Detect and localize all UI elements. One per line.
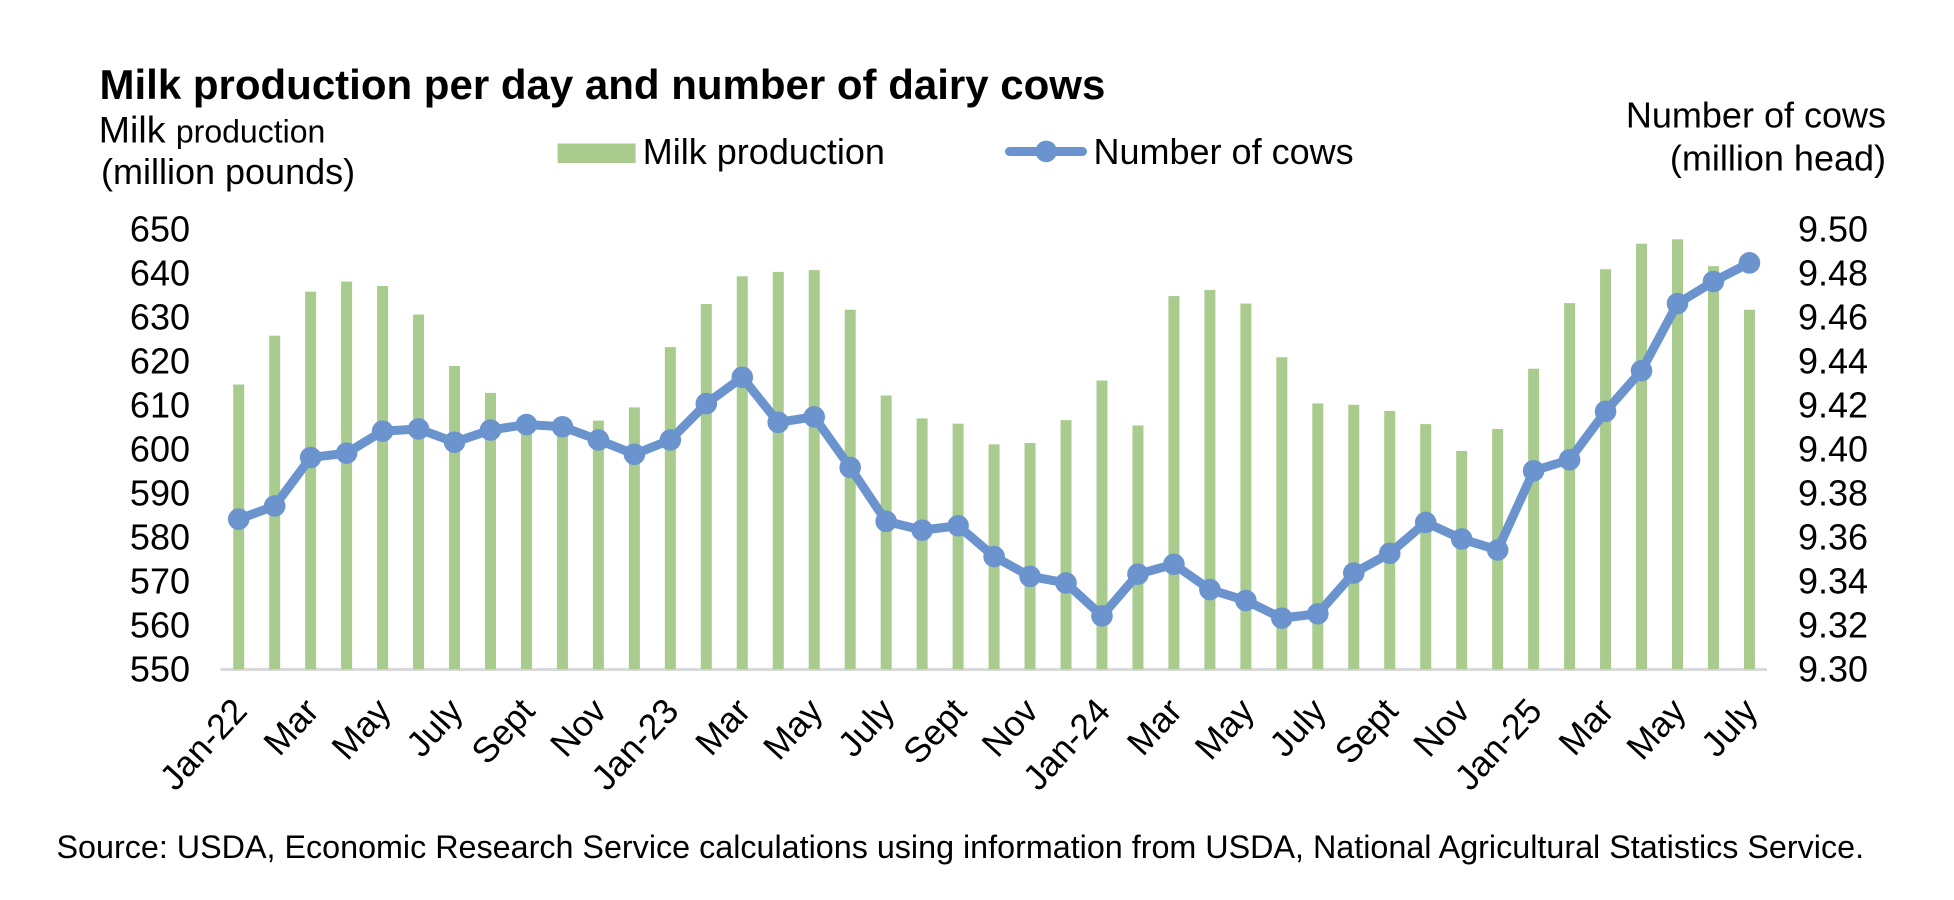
svg-text:600: 600 <box>130 429 190 470</box>
svg-text:Milk production: Milk production <box>99 109 326 151</box>
svg-text:9.42: 9.42 <box>1798 385 1868 426</box>
svg-text:580: 580 <box>130 517 190 558</box>
svg-text:630: 630 <box>130 297 190 338</box>
svg-text:610: 610 <box>130 385 190 426</box>
svg-text:9.48: 9.48 <box>1798 253 1868 294</box>
svg-text:(million head): (million head) <box>1670 137 1886 178</box>
svg-text:9.32: 9.32 <box>1798 605 1868 646</box>
svg-text:(million pounds): (million pounds) <box>101 151 355 192</box>
svg-text:570: 570 <box>130 561 190 602</box>
svg-text:9.30: 9.30 <box>1798 649 1868 690</box>
svg-text:Milk production: Milk production <box>643 131 885 172</box>
svg-text:9.40: 9.40 <box>1798 429 1868 470</box>
svg-text:560: 560 <box>130 605 190 646</box>
svg-text:9.34: 9.34 <box>1798 561 1868 602</box>
svg-text:Number of cows: Number of cows <box>1626 95 1886 136</box>
svg-text:640: 640 <box>130 253 190 294</box>
svg-text:Source: USDA, Economic Researc: Source: USDA, Economic Research Service … <box>57 829 1865 865</box>
svg-text:9.38: 9.38 <box>1798 473 1868 514</box>
svg-text:9.44: 9.44 <box>1798 341 1868 382</box>
svg-text:9.36: 9.36 <box>1798 517 1868 558</box>
svg-text:620: 620 <box>130 341 190 382</box>
svg-text:Milk production per day and nu: Milk production per day and number of da… <box>100 61 1106 108</box>
svg-text:9.46: 9.46 <box>1798 297 1868 338</box>
svg-text:650: 650 <box>130 209 190 250</box>
svg-text:550: 550 <box>130 649 190 690</box>
svg-text:590: 590 <box>130 473 190 514</box>
svg-text:9.50: 9.50 <box>1798 209 1868 250</box>
svg-text:Number of cows: Number of cows <box>1094 131 1354 172</box>
